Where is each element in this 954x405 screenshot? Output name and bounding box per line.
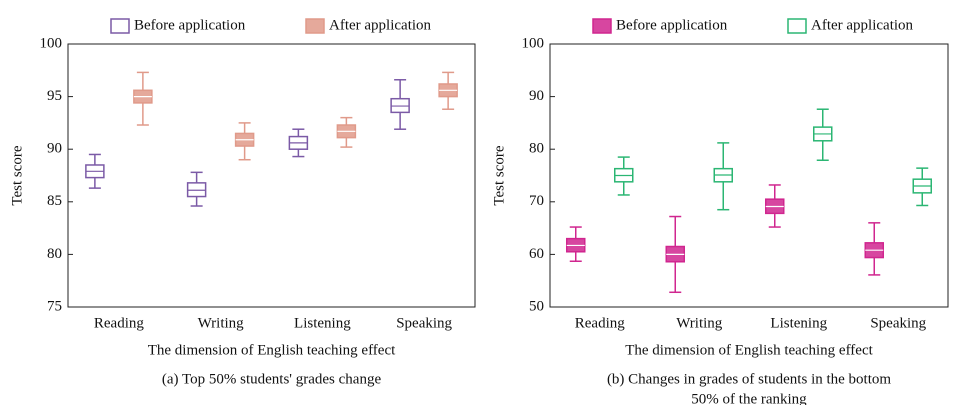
y-tick-label: 50 — [529, 298, 544, 314]
y-tick-label: 80 — [47, 246, 62, 262]
caption: (b) Changes in grades of students in the… — [607, 371, 891, 387]
legend-label: After application — [329, 17, 432, 33]
legend-symbol — [787, 18, 807, 34]
x-tick-label: Speaking — [396, 315, 452, 331]
legend-symbol — [305, 18, 325, 34]
y-tick-label: 100 — [522, 35, 545, 51]
legend-label: Before application — [616, 17, 728, 33]
legend-symbol — [592, 18, 612, 34]
y-tick-label: 95 — [47, 88, 62, 104]
y-tick-label: 60 — [529, 246, 544, 262]
caption: (a) Top 50% students' grades change — [162, 371, 382, 387]
y-tick-label: 70 — [529, 193, 544, 209]
x-tick-label: Listening — [770, 315, 827, 331]
y-axis-label: Test score — [9, 145, 25, 206]
y-tick-label: 100 — [40, 35, 63, 51]
plot-frame — [549, 43, 949, 308]
x-tick-label: Speaking — [870, 315, 926, 331]
x-tick-label: Listening — [294, 315, 351, 331]
y-tick-label: 85 — [47, 193, 62, 209]
x-tick-label: Reading — [94, 315, 144, 331]
plot-frame — [67, 43, 476, 308]
x-tick-label: Writing — [198, 315, 245, 331]
y-tick-label: 90 — [47, 141, 62, 157]
y-tick-label: 80 — [529, 141, 544, 157]
caption: 50% of the ranking — [691, 391, 807, 405]
x-tick-label: Reading — [575, 315, 625, 331]
x-axis-label: The dimension of English teaching effect — [625, 342, 873, 358]
legend-symbol — [110, 18, 130, 34]
y-tick-label: 75 — [47, 298, 62, 314]
y-tick-label: 90 — [529, 88, 544, 104]
legend-label: Before application — [134, 17, 246, 33]
legend-label: After application — [811, 17, 914, 33]
x-tick-label: Writing — [676, 315, 723, 331]
y-axis-label: Test score — [491, 145, 507, 206]
x-axis-label: The dimension of English teaching effect — [148, 342, 396, 358]
